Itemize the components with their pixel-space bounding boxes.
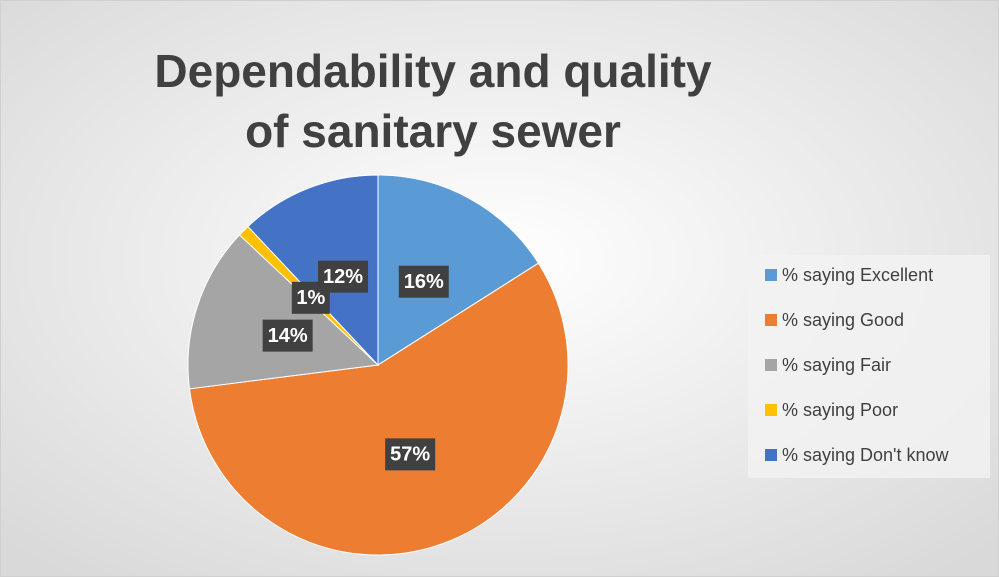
- chart-title: of sanitary sewer: [245, 105, 621, 157]
- data-label: 57%: [390, 444, 430, 466]
- legend-swatch: [765, 404, 777, 416]
- pie-slice: [247, 174, 379, 367]
- data-label-box: [318, 260, 369, 293]
- legend-label: % saying Fair: [782, 355, 891, 375]
- legend-swatch: [765, 359, 777, 371]
- legend-swatch: [765, 314, 777, 326]
- chart-title: Dependability and quality: [154, 45, 712, 97]
- legend-box: [748, 255, 990, 478]
- legend-label: % saying Don't know: [782, 445, 950, 465]
- legend-label: % saying Good: [782, 310, 904, 330]
- data-label: 16%: [404, 271, 444, 293]
- data-label-box: [385, 438, 436, 471]
- data-label: 14%: [268, 325, 308, 347]
- legend-swatch: [765, 449, 777, 461]
- pie-slice: [188, 262, 569, 556]
- data-label-box: [398, 265, 449, 298]
- data-label-box: [262, 319, 313, 352]
- legend-label: % saying Poor: [782, 400, 898, 420]
- pie-slice: [377, 174, 540, 366]
- legend-label: % saying Excellent: [782, 265, 933, 285]
- legend-swatch: [765, 269, 777, 281]
- pie-slice: [187, 234, 380, 390]
- data-label: 12%: [323, 266, 363, 288]
